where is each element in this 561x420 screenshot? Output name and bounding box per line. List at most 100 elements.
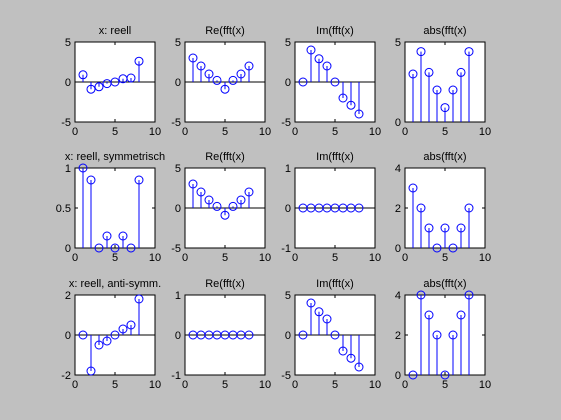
stem-marker: [236, 195, 246, 205]
stem-marker: [94, 340, 104, 350]
y-tick-label: 0: [65, 77, 71, 89]
stem-marker: [440, 223, 450, 233]
y-tick-label: 0: [175, 77, 181, 89]
x-tick-label: 10: [369, 379, 381, 391]
stem-marker: [408, 370, 418, 380]
y-tick-label: 0: [395, 117, 401, 129]
x-tick-label: 0: [182, 126, 188, 138]
x-tick-label: 10: [369, 252, 381, 264]
y-tick-label: 0: [175, 203, 181, 215]
x-tick-label: 10: [149, 126, 161, 138]
subplot-title: abs(fft(x): [423, 278, 466, 290]
stem-marker: [134, 294, 144, 304]
x-tick-label: 10: [369, 126, 381, 138]
stem-marker: [212, 201, 222, 211]
subplot-title: x: reell, anti-symm.: [69, 278, 161, 290]
subplot-9: x: reell, anti-symm.0 5 10-202: [61, 278, 161, 391]
x-tick-label: 5: [442, 252, 448, 264]
y-tick-label: 1: [285, 163, 291, 175]
y-tick-label: 1: [65, 163, 71, 175]
subplot-3: Im(fft(x)0 5 10-505: [281, 25, 381, 138]
stem-marker: [118, 324, 128, 334]
stem-marker: [228, 201, 238, 211]
subplot-2: Re(fft(x)0 5 10-505: [171, 25, 271, 138]
y-tick-label: 2: [395, 203, 401, 215]
stem-marker: [322, 61, 332, 71]
y-tick-label: 0: [65, 243, 71, 255]
y-tick-label: 0.5: [56, 203, 71, 215]
stem-marker: [322, 314, 332, 324]
stem-marker: [244, 187, 254, 197]
stem-marker: [448, 243, 458, 253]
stem-marker: [188, 179, 198, 189]
x-tick-label: 5: [332, 379, 338, 391]
y-tick-label: -5: [61, 117, 71, 129]
stem-marker: [134, 56, 144, 66]
stem-marker: [188, 53, 198, 63]
x-tick-label: 0: [402, 126, 408, 138]
subplot-title: Im(fft(x): [316, 151, 354, 163]
stem-marker: [330, 77, 340, 87]
stem-marker: [86, 366, 96, 376]
stem-marker: [354, 109, 364, 119]
subplot-6: Re(fft(x)0 5 10-505: [171, 151, 271, 264]
subplot-title: x: reell, symmetrisch: [65, 151, 165, 163]
stem-marker: [110, 243, 120, 253]
stem-marker: [78, 70, 88, 80]
x-tick-label: 5: [442, 126, 448, 138]
x-tick-label: 10: [259, 252, 271, 264]
stem-marker: [298, 330, 308, 340]
y-tick-label: -5: [171, 117, 181, 129]
subplot-title: Re(fft(x): [205, 151, 245, 163]
stem-marker: [204, 195, 214, 205]
stem-marker: [244, 61, 254, 71]
stem-marker: [78, 163, 88, 173]
stem-marker: [338, 346, 348, 356]
stem-marker: [330, 330, 340, 340]
x-tick-label: 5: [332, 126, 338, 138]
x-tick-label: 10: [479, 379, 491, 391]
stem-marker: [102, 231, 112, 241]
subplot-11: Im(fft(x)0 5 10-505: [281, 278, 381, 391]
subplot-title: abs(fft(x): [423, 25, 466, 37]
stem-marker: [314, 307, 324, 317]
x-tick-label: 10: [259, 379, 271, 391]
stem-marker: [220, 210, 230, 220]
y-tick-label: -5: [171, 243, 181, 255]
subplot-4: abs(fft(x) 0 5 10 0 5: [395, 25, 491, 138]
x-tick-label: 5: [442, 379, 448, 391]
x-tick-label: 0: [72, 126, 78, 138]
stem-marker: [196, 187, 206, 197]
stem-marker: [244, 330, 254, 340]
y-tick-label: 0: [175, 330, 181, 342]
stem-marker: [110, 330, 120, 340]
y-tick-label: 5: [65, 37, 71, 49]
stem-marker: [346, 353, 356, 363]
y-tick-label: 0: [395, 370, 401, 382]
stem-marker: [118, 231, 128, 241]
stem-marker: [212, 75, 222, 85]
y-tick-label: 1: [175, 290, 181, 302]
subplot-title: abs(fft(x): [423, 151, 466, 163]
y-tick-label: 0: [285, 77, 291, 89]
stem-marker: [440, 370, 450, 380]
stem-marker: [86, 175, 96, 185]
stem-marker: [456, 67, 466, 77]
subplot-8: abs(fft(x) 0 5 10 0 2 4: [395, 151, 491, 264]
stem-marker: [134, 175, 144, 185]
stem-marker: [416, 203, 426, 213]
stem-marker: [424, 223, 434, 233]
stem-marker: [126, 73, 136, 83]
x-tick-label: 10: [149, 379, 161, 391]
y-tick-label: 2: [395, 330, 401, 342]
stem-marker: [416, 290, 426, 300]
stem-marker: [338, 93, 348, 103]
stem-marker: [408, 69, 418, 79]
y-tick-label: 2: [65, 290, 71, 302]
y-tick-label: 4: [395, 163, 401, 175]
y-tick-label: -1: [281, 243, 291, 255]
subplot-5: x: reell, symmetrisch 0 5 10 0 0.5 1: [56, 151, 165, 264]
x-tick-label: 0: [182, 252, 188, 264]
